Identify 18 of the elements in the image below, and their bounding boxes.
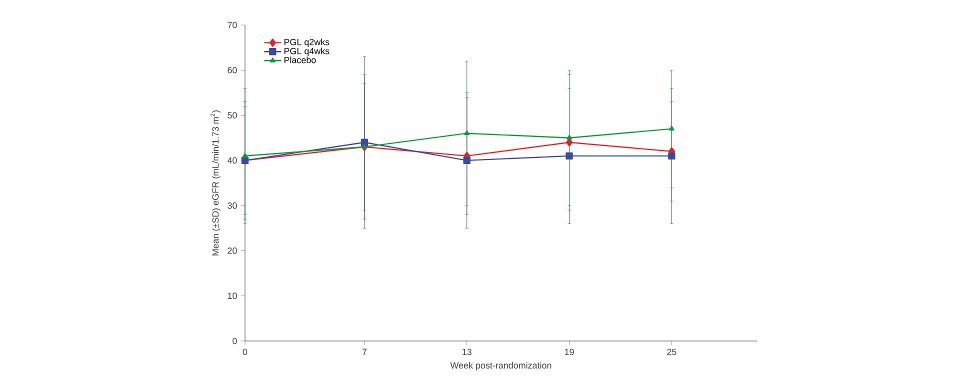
legend-label: PGL q2wks xyxy=(284,38,330,48)
y-tick-label: 50 xyxy=(228,112,237,118)
y-tick-label: 60 xyxy=(228,66,237,74)
x-tick-label: 25 xyxy=(667,348,676,356)
y-axis-title: Mean (±SD) eGFR (mL/min/1.73 m$^{2}$) xyxy=(210,110,220,256)
legend-label: Placebo xyxy=(284,56,316,64)
y-tick-label: 0 xyxy=(232,338,237,344)
y-tick-label: 40 xyxy=(227,157,237,164)
legend-label: PGL q4wks xyxy=(284,48,330,56)
x-tick-label: 13 xyxy=(462,348,472,356)
y-tick-label: 70 xyxy=(228,22,237,28)
x-tick-label: 7 xyxy=(362,348,367,355)
y-tick-label: 10 xyxy=(228,292,237,300)
x-axis-title: Week post-randomization xyxy=(450,362,552,370)
y-tick-label: 20 xyxy=(228,248,237,254)
y-tick-label: 30 xyxy=(228,202,237,209)
x-tick-label: 19 xyxy=(564,348,574,356)
x-tick-label: 0 xyxy=(242,348,248,356)
